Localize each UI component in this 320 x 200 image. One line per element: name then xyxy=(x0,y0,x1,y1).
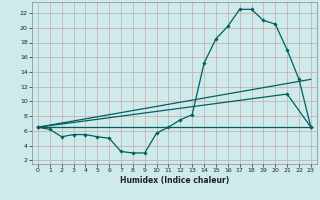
X-axis label: Humidex (Indice chaleur): Humidex (Indice chaleur) xyxy=(120,176,229,185)
